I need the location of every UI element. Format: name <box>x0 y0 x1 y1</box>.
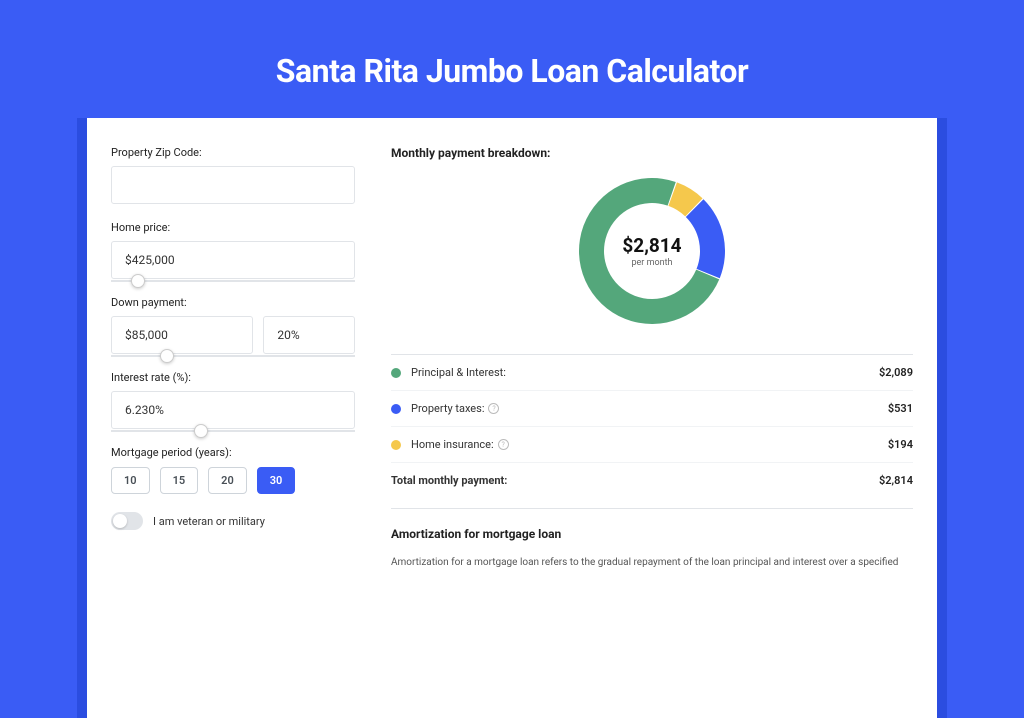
breakdown-label: Principal & Interest: <box>411 366 879 379</box>
legend-dot <box>391 440 401 450</box>
period-btn-30[interactable]: 30 <box>257 467 296 494</box>
breakdown-row: Principal & Interest: $2,089 <box>391 354 913 390</box>
breakdown-value: $2,089 <box>879 366 913 379</box>
home-price-slider-track <box>111 280 355 282</box>
card-shadow: Property Zip Code: Home price: Down paym… <box>77 118 947 718</box>
donut-total-amount: $2,814 <box>622 234 681 257</box>
page-title: Santa Rita Jumbo Loan Calculator <box>276 52 748 90</box>
down-payment-pct-input[interactable] <box>263 316 355 354</box>
total-value: $2,814 <box>879 474 913 487</box>
inputs-column: Property Zip Code: Home price: Down paym… <box>111 146 355 690</box>
donut-subtitle: per month <box>622 258 681 268</box>
donut-chart-container: $2,814 per month <box>391 176 913 326</box>
breakdown-row: Home insurance:?$194 <box>391 426 913 462</box>
breakdown-label: Home insurance:? <box>411 438 888 451</box>
home-price-label: Home price: <box>111 221 355 234</box>
rate-label: Interest rate (%): <box>111 371 355 384</box>
veteran-toggle-row: I am veteran or military <box>111 512 355 530</box>
veteran-toggle[interactable] <box>111 512 143 530</box>
legend-dot <box>391 404 401 414</box>
info-icon[interactable]: ? <box>498 439 509 450</box>
period-label: Mortgage period (years): <box>111 446 355 459</box>
calculator-card: Property Zip Code: Home price: Down paym… <box>87 118 937 718</box>
rate-slider-track <box>111 430 355 432</box>
breakdown-row: Property taxes:?$531 <box>391 390 913 426</box>
breakdown-value: $531 <box>888 402 913 415</box>
breakdown-label-text: Property taxes: <box>411 402 484 415</box>
rate-field-group: Interest rate (%): <box>111 371 355 429</box>
info-icon[interactable]: ? <box>488 403 499 414</box>
total-row: Total monthly payment: $2,814 <box>391 462 913 498</box>
zip-label: Property Zip Code: <box>111 146 355 159</box>
zip-input[interactable] <box>111 166 355 204</box>
total-label: Total monthly payment: <box>391 474 879 487</box>
down-payment-slider-track <box>111 355 355 357</box>
rate-slider-thumb[interactable] <box>194 424 208 438</box>
amortization-section: Amortization for mortgage loan Amortizat… <box>391 508 913 570</box>
period-btn-10[interactable]: 10 <box>111 467 150 494</box>
legend-dot <box>391 368 401 378</box>
breakdown-label-text: Home insurance: <box>411 438 494 451</box>
zip-field-group: Property Zip Code: <box>111 146 355 204</box>
donut-center-label: $2,814 per month <box>622 234 681 268</box>
period-btn-20[interactable]: 20 <box>208 467 247 494</box>
veteran-toggle-knob <box>113 514 127 528</box>
donut-slice <box>686 199 725 278</box>
home-price-slider-thumb[interactable] <box>131 274 145 288</box>
down-payment-slider-thumb[interactable] <box>160 349 174 363</box>
down-payment-amount-input[interactable] <box>111 316 253 354</box>
home-price-field-group: Home price: <box>111 221 355 279</box>
amortization-title: Amortization for mortgage loan <box>391 527 913 541</box>
breakdown-label-text: Principal & Interest: <box>411 366 506 379</box>
breakdown-label: Property taxes:? <box>411 402 888 415</box>
breakdown-list: Principal & Interest: $2,089 Property taxe… <box>391 354 913 462</box>
rate-input[interactable] <box>111 391 355 429</box>
breakdown-column: Monthly payment breakdown: $2,814 per mo… <box>391 146 913 690</box>
breakdown-title: Monthly payment breakdown: <box>391 146 913 160</box>
home-price-input[interactable] <box>111 241 355 279</box>
breakdown-value: $194 <box>888 438 913 451</box>
down-payment-field-group: Down payment: <box>111 296 355 354</box>
down-payment-label: Down payment: <box>111 296 355 309</box>
veteran-toggle-label: I am veteran or military <box>153 515 265 528</box>
period-field-group: Mortgage period (years): 10 15 20 30 <box>111 446 355 494</box>
period-options: 10 15 20 30 <box>111 467 355 494</box>
amortization-text: Amortization for a mortgage loan refers … <box>391 555 913 570</box>
period-btn-15[interactable]: 15 <box>160 467 199 494</box>
